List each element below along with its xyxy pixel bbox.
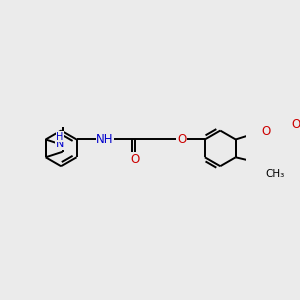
Text: H: H — [56, 132, 64, 142]
Text: O: O — [291, 118, 300, 131]
Text: N: N — [56, 139, 64, 149]
Text: O: O — [131, 153, 140, 166]
Text: CH₃: CH₃ — [265, 169, 284, 179]
Text: O: O — [177, 133, 186, 146]
Text: NH: NH — [96, 133, 114, 146]
Text: O: O — [262, 124, 271, 138]
